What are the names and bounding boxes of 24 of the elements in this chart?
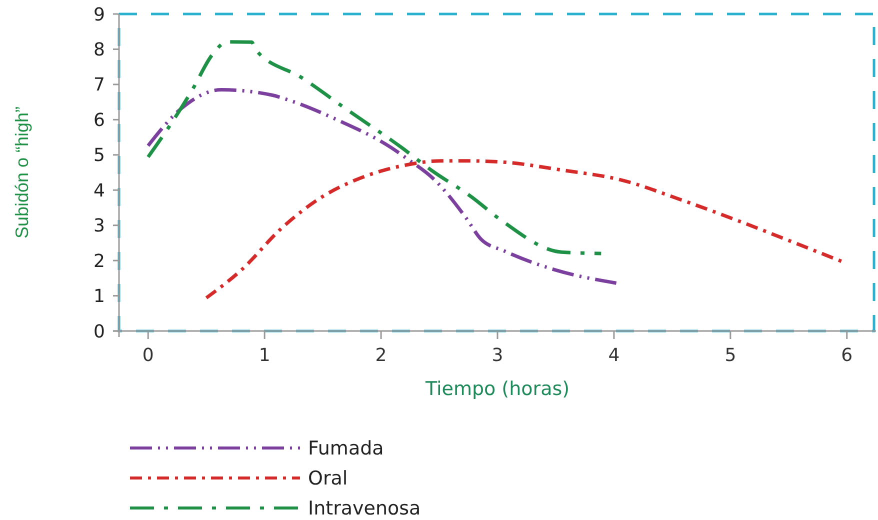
- x-axis-title: Tiempo (horas): [424, 378, 570, 400]
- y-axis-title: Subidón o “high”: [12, 106, 32, 239]
- x-tick-label: 4: [608, 345, 620, 366]
- x-tick-label: 0: [142, 345, 154, 366]
- y-tick-label: 8: [94, 40, 105, 61]
- y-tick-label: 6: [94, 110, 105, 131]
- x-tick-label: 2: [375, 345, 387, 366]
- x-tick-label: 3: [492, 345, 504, 366]
- y-tick-label: 4: [94, 180, 105, 202]
- legend-label: Fumada: [308, 438, 384, 460]
- x-tick-label: 6: [841, 345, 853, 366]
- y-tick-label: 2: [94, 250, 105, 272]
- line-series: [146, 88, 618, 285]
- x-tick-label: 5: [724, 345, 736, 366]
- y-tick-label: 0: [94, 321, 105, 342]
- line-series: [146, 40, 603, 256]
- y-tick-label: 9: [94, 4, 105, 26]
- legend-label: Intravenosa: [308, 498, 421, 520]
- y-tick-label: 5: [94, 145, 105, 166]
- y-tick-label: 3: [94, 216, 105, 237]
- y-tick-label: 1: [94, 286, 105, 308]
- y-tick-label: 7: [94, 74, 105, 96]
- legend-label: Oral: [308, 468, 348, 490]
- x-tick-label: 1: [258, 345, 270, 366]
